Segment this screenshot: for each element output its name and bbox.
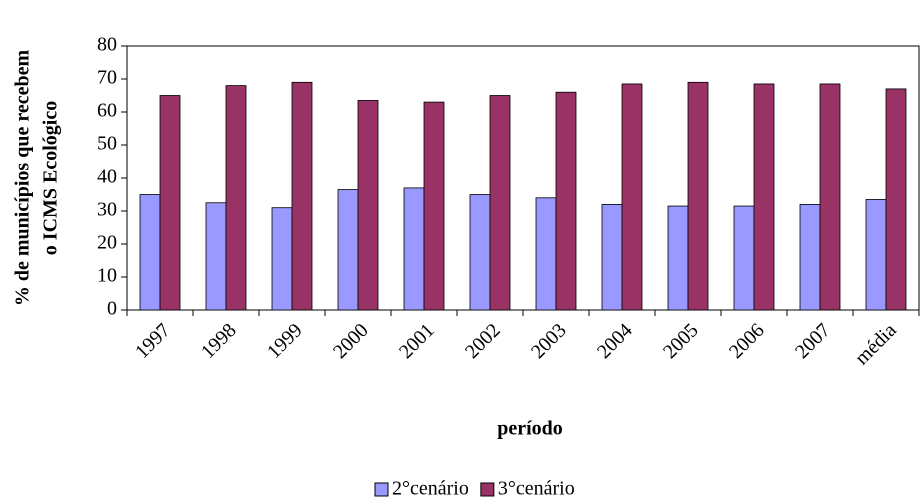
y-tick-label: 80 [97, 34, 117, 56]
bar [819, 83, 841, 311]
x-tick-label: 2002 [461, 319, 505, 363]
x-tick-label: 1999 [263, 319, 307, 363]
x-tick-label: 1997 [131, 319, 175, 363]
x-tick-label: 1998 [197, 319, 241, 363]
y-tick-label: 20 [97, 232, 117, 254]
x-tick-label: 2003 [527, 319, 571, 363]
bar [885, 88, 907, 311]
bar [601, 203, 623, 311]
y-tick-label: 10 [97, 265, 117, 287]
legend-swatch [374, 482, 389, 497]
bar [535, 197, 557, 311]
legend-label: 2°cenário [392, 478, 469, 499]
bar [799, 203, 821, 311]
bar [205, 202, 227, 311]
bar [469, 194, 491, 311]
y-tick-label: 70 [97, 67, 117, 89]
x-tick-label: 2001 [395, 319, 439, 363]
bar [687, 81, 709, 311]
y-tick-label: 50 [97, 133, 117, 155]
bar [337, 189, 359, 311]
bar [357, 100, 379, 311]
bar [555, 91, 577, 311]
bar [403, 187, 425, 311]
bar [753, 83, 775, 311]
x-tick-label: 2000 [329, 319, 373, 363]
x-tick-label: 2006 [725, 319, 769, 363]
x-tick-label: 2004 [593, 319, 637, 363]
bar [139, 194, 161, 311]
bar [865, 199, 887, 311]
x-tick-label: média [851, 319, 901, 369]
bar [489, 95, 511, 311]
bar [271, 207, 293, 311]
bar [159, 95, 181, 311]
bar [423, 101, 445, 311]
x-tick-label: 2007 [791, 319, 835, 363]
bar [291, 81, 313, 311]
y-tick-label: 0 [107, 298, 117, 320]
bar [225, 85, 247, 311]
bar [621, 83, 643, 311]
y-axis-label: o ICMS Ecológico [40, 101, 62, 255]
y-tick-label: 40 [97, 166, 117, 188]
x-tick-label: 2005 [659, 319, 703, 363]
legend-swatch [480, 482, 495, 497]
legend-label: 3°cenário [498, 478, 575, 499]
y-tick-label: 30 [97, 199, 117, 221]
x-axis-label: período [497, 418, 563, 440]
bar [667, 205, 689, 311]
y-axis-label: % de municípios que recebem [12, 50, 34, 307]
bar [733, 205, 755, 311]
y-tick-label: 60 [97, 100, 117, 122]
